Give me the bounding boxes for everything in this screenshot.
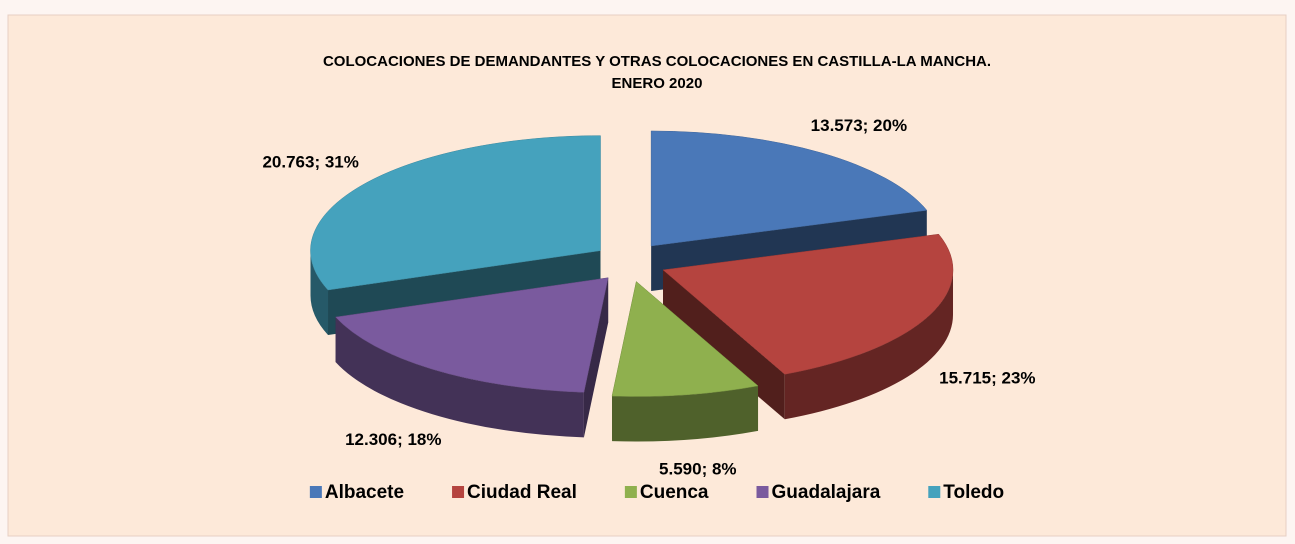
data-label: 15.715; 23% (939, 368, 1035, 387)
legend-item: Toledo (928, 482, 1004, 503)
data-label: 5.590; 8% (659, 459, 737, 478)
chart-panel (7, 14, 1287, 537)
data-label: 20.763; 31% (262, 152, 358, 171)
slice (335, 277, 609, 393)
legend-swatch (928, 486, 941, 498)
slice (650, 130, 928, 247)
chart-subtitle: ENERO 2020 (612, 75, 703, 92)
slice-side (310, 250, 329, 335)
slice-side (663, 269, 785, 420)
legend-swatch (309, 486, 322, 498)
slice (611, 281, 759, 397)
data-label: 13.573; 20% (811, 116, 907, 135)
legend-item: Ciudad Real (452, 482, 577, 503)
legend-label: Ciudad Real (467, 482, 577, 503)
slice-side (612, 385, 759, 442)
slice (310, 135, 601, 291)
legend-swatch (624, 486, 637, 498)
legend-item: Guadalajara (756, 482, 881, 503)
data-label: 12.306; 18% (345, 430, 441, 449)
legend-swatch (756, 486, 769, 498)
legend-item: Cuenca (624, 482, 709, 503)
legend-label: Toledo (943, 482, 1004, 503)
legend-label: Cuenca (640, 482, 709, 503)
slice-side (335, 317, 584, 438)
chart-title: COLOCACIONES DE DEMANDANTES Y OTRAS COLO… (323, 53, 991, 70)
legend-label: Guadalajara (772, 482, 881, 503)
legend-swatch (452, 486, 465, 498)
legend-label: Albacete (325, 482, 404, 503)
slice-side (784, 269, 954, 420)
legend-item: Albacete (309, 482, 404, 503)
slice (662, 233, 954, 375)
